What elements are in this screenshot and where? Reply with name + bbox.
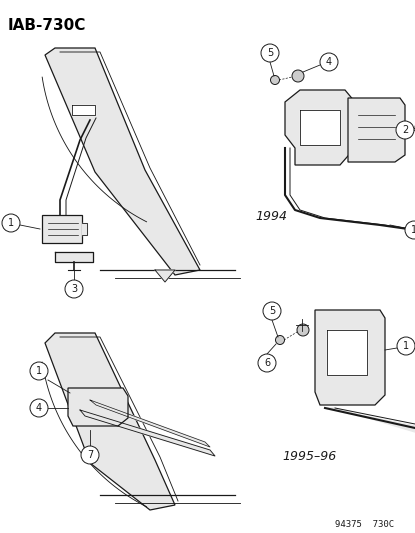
- Circle shape: [2, 214, 20, 232]
- Text: 6: 6: [264, 358, 270, 368]
- Polygon shape: [155, 270, 175, 282]
- Polygon shape: [68, 388, 128, 426]
- Circle shape: [263, 302, 281, 320]
- Circle shape: [276, 335, 285, 344]
- Text: 1: 1: [36, 366, 42, 376]
- Circle shape: [261, 44, 279, 62]
- Text: 7: 7: [87, 450, 93, 460]
- Circle shape: [65, 280, 83, 298]
- Text: 1: 1: [403, 341, 409, 351]
- Text: 3: 3: [71, 284, 77, 294]
- Polygon shape: [90, 400, 210, 447]
- Polygon shape: [45, 48, 200, 275]
- Circle shape: [297, 324, 309, 336]
- Circle shape: [397, 337, 415, 355]
- Polygon shape: [327, 330, 367, 375]
- Circle shape: [271, 76, 279, 85]
- Text: 5: 5: [269, 306, 275, 316]
- FancyBboxPatch shape: [42, 215, 82, 243]
- Polygon shape: [348, 98, 405, 162]
- Polygon shape: [72, 390, 95, 400]
- Polygon shape: [72, 105, 95, 115]
- Polygon shape: [45, 333, 175, 510]
- Circle shape: [81, 446, 99, 464]
- Polygon shape: [300, 110, 340, 145]
- Circle shape: [30, 399, 48, 417]
- Text: 5: 5: [267, 48, 273, 58]
- Polygon shape: [80, 410, 215, 456]
- Text: 1: 1: [8, 218, 14, 228]
- Circle shape: [258, 354, 276, 372]
- Polygon shape: [325, 408, 415, 432]
- Polygon shape: [82, 223, 87, 235]
- Text: 2: 2: [402, 125, 408, 135]
- Circle shape: [320, 53, 338, 71]
- Text: 1: 1: [411, 225, 415, 235]
- Polygon shape: [55, 252, 93, 262]
- Text: 1995–96: 1995–96: [282, 450, 336, 463]
- Circle shape: [396, 121, 414, 139]
- Text: 4: 4: [326, 57, 332, 67]
- Circle shape: [405, 221, 415, 239]
- Polygon shape: [285, 90, 355, 165]
- Text: 1994: 1994: [255, 210, 287, 223]
- Text: IAB-730C: IAB-730C: [8, 18, 86, 33]
- Polygon shape: [315, 310, 385, 405]
- Circle shape: [30, 362, 48, 380]
- Text: 94375  730C: 94375 730C: [335, 520, 394, 529]
- Text: 4: 4: [36, 403, 42, 413]
- Circle shape: [292, 70, 304, 82]
